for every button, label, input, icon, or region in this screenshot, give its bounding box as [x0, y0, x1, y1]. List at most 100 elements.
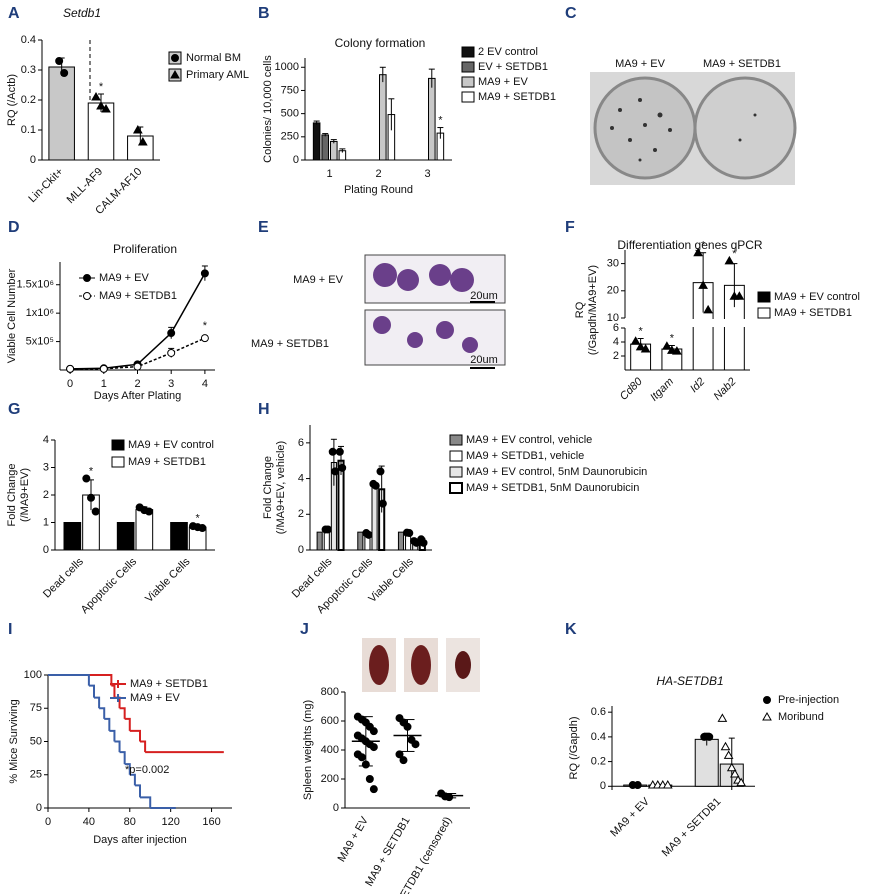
y-tick-label: 100	[24, 669, 42, 681]
survival-step	[109, 729, 116, 742]
legend-swatch	[757, 291, 771, 303]
x-tick-label: 2	[375, 168, 381, 180]
y-tick-label: 2	[43, 489, 49, 501]
spleen-photos	[362, 638, 480, 692]
panel-letter: D	[8, 219, 20, 236]
legend-label: MA9 + EV	[130, 692, 180, 704]
x-tick-label: 80	[124, 816, 136, 828]
bar	[321, 134, 329, 161]
image-label: MA9 + SETDB1	[251, 338, 329, 350]
data-point	[672, 346, 682, 355]
y-axis-label: (/MA9+EV, vehicle)	[275, 441, 287, 534]
legend-swatch	[461, 46, 475, 58]
legend-label: Moribund	[778, 711, 824, 723]
data-point	[83, 274, 91, 282]
data-point	[762, 711, 772, 721]
legend-swatch	[461, 76, 475, 88]
data-point	[730, 768, 740, 778]
legend-label: 2 EV control	[478, 46, 538, 58]
y-tick-label: 4	[613, 336, 619, 348]
data-point	[369, 727, 378, 736]
y-tick-label: 2	[298, 508, 304, 520]
data-point	[200, 334, 209, 343]
y-tick-label: 1	[43, 516, 49, 528]
survival-step	[111, 684, 116, 698]
y-tick-label: 250	[281, 131, 299, 143]
y-axis-label: Viable Cell Number	[6, 268, 18, 363]
data-point	[705, 732, 714, 741]
data-point	[83, 292, 91, 300]
data-point	[369, 785, 378, 794]
y-axis-label: (/Gapdh/MA9+EV)	[587, 265, 599, 355]
survival-step	[88, 684, 95, 698]
bar	[116, 522, 135, 551]
y-tick-label: 0.2	[591, 755, 606, 767]
data-point	[376, 467, 385, 476]
image-label: MA9 + SETDB1	[703, 58, 781, 70]
legend-label: MA9 + SETDB1, vehicle	[466, 450, 584, 462]
legend-label: Normal BM	[186, 52, 241, 64]
survival-step	[140, 740, 147, 753]
y-tick-label: 25	[30, 769, 42, 781]
bar	[397, 531, 405, 551]
x-tick-label: 40	[83, 816, 95, 828]
annotation: *	[99, 81, 104, 93]
legend-label: MA9 + SETDB1	[128, 456, 206, 468]
data-point	[60, 69, 69, 77]
y-tick-label: 0.4	[21, 34, 36, 46]
data-point	[87, 493, 95, 502]
x-tick-label: 3	[168, 378, 174, 390]
x-axis-label: Plating Round	[344, 184, 413, 196]
bar	[63, 522, 82, 551]
y-axis-label: Colonies/ 10,000 cells	[262, 55, 274, 163]
survival-step	[129, 773, 136, 786]
survival-step	[119, 707, 126, 719]
y-tick-label: 10	[607, 312, 619, 324]
cells	[373, 263, 478, 353]
legend-label: MA9 + SETDB1	[130, 678, 208, 690]
series-line	[70, 272, 206, 370]
x-tick-label: Dead cells	[41, 555, 86, 600]
data-point	[137, 136, 148, 146]
y-axis-label: RQ (/Gapdh)	[568, 717, 580, 780]
legend-swatch	[111, 456, 125, 468]
legend-swatch	[461, 61, 475, 73]
data-point	[132, 124, 143, 134]
data-point	[399, 756, 408, 765]
data-point	[91, 91, 101, 101]
y-tick-label: 600	[321, 715, 339, 727]
annotation: *	[196, 512, 201, 524]
data-point	[633, 781, 642, 790]
y-tick-label: 0.3	[21, 64, 36, 76]
y-tick-label: 30	[607, 258, 619, 270]
bar	[694, 738, 719, 787]
bar	[379, 74, 387, 161]
data-point	[419, 538, 428, 547]
y-tick-label: 1x10⁶	[26, 307, 54, 319]
y-tick-label: 0	[293, 154, 299, 166]
data-point	[55, 57, 64, 65]
chart-title: HA-SETDB1	[656, 674, 723, 688]
y-tick-label: 75	[30, 702, 42, 714]
survival-step	[104, 717, 111, 731]
chart-title: Colony formation	[335, 36, 426, 50]
y-tick-label: 4	[43, 434, 49, 446]
legend-swatch	[111, 439, 125, 451]
axis-break	[626, 319, 751, 327]
legend-label: Primary AML	[186, 69, 249, 81]
x-tick-label: 0	[67, 378, 73, 390]
panel-letter: H	[258, 401, 270, 418]
colonies	[610, 98, 757, 162]
data-point	[91, 507, 100, 516]
survival-step	[114, 740, 121, 753]
x-tick-label: Id2	[688, 376, 707, 395]
y-tick-label: 0.1	[21, 124, 36, 136]
y-axis-label: (/MA9+EV)	[19, 468, 31, 522]
y-tick-label: 0.4	[591, 731, 606, 743]
y-tick-label: 800	[321, 686, 339, 698]
x-tick-label: Itgam	[648, 376, 676, 404]
annotation: *p=0.002	[125, 764, 169, 776]
bar	[135, 509, 154, 551]
bar	[316, 531, 323, 551]
